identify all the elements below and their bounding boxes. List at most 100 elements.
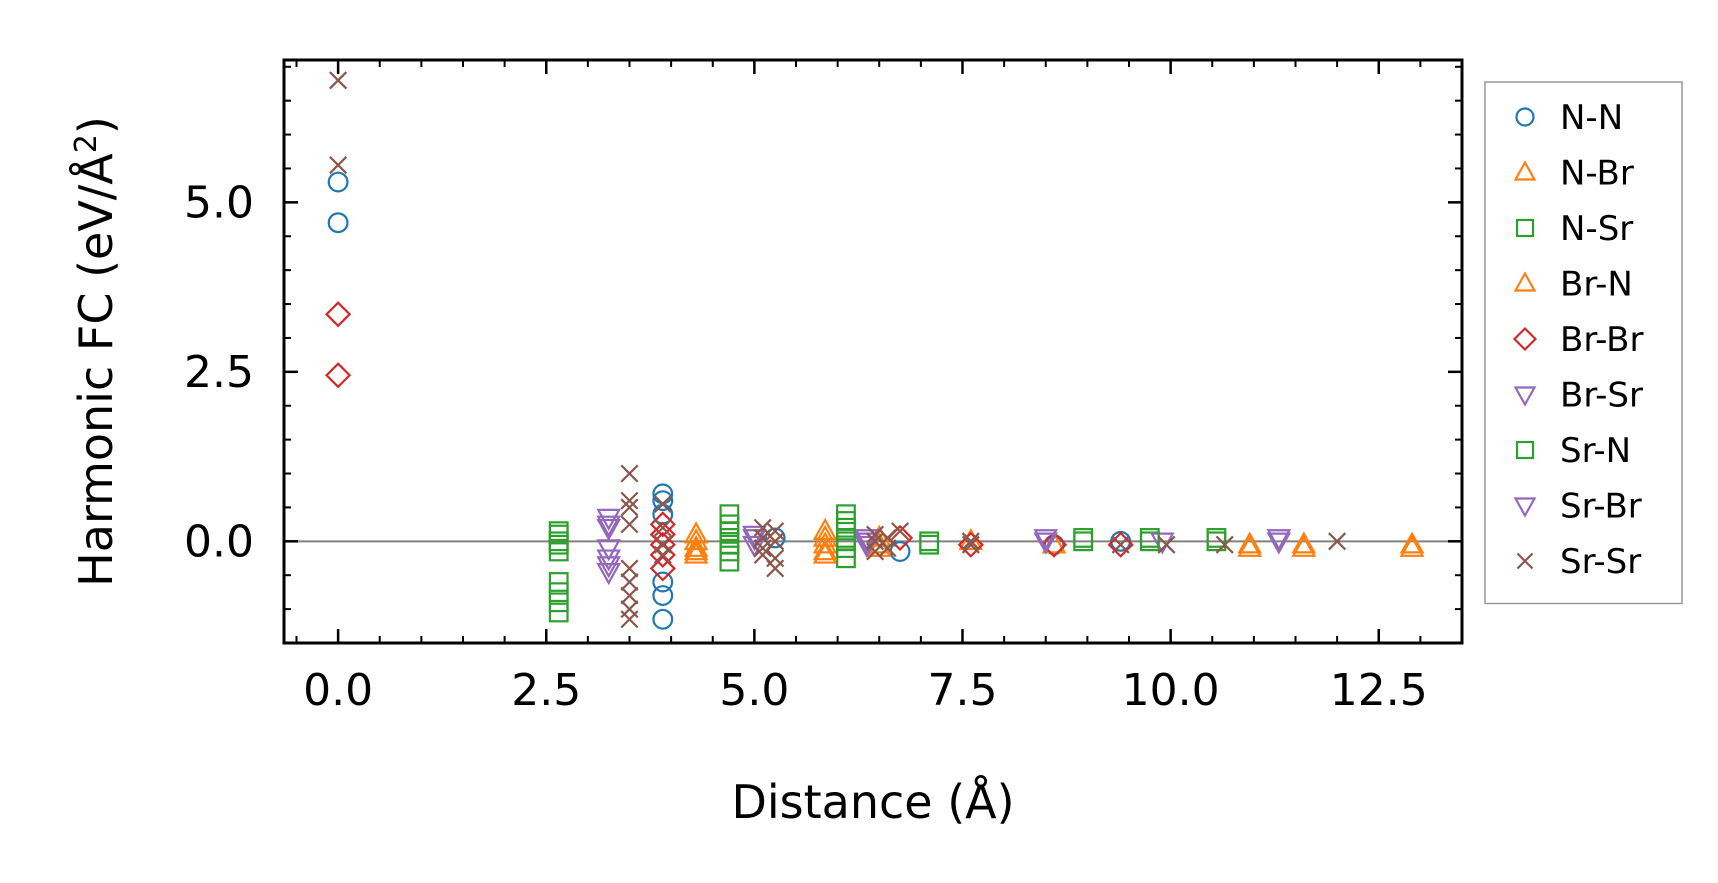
data-point [1111, 535, 1130, 554]
data-point [812, 531, 838, 554]
plot-frame [282, 58, 1464, 645]
data-point [1040, 531, 1068, 558]
data-point [719, 521, 740, 542]
data-point [653, 495, 672, 514]
legend-item: Br-Sr [1513, 376, 1643, 416]
data-point [653, 518, 672, 537]
data-point [919, 534, 940, 555]
legend-label: N-Sr [1560, 209, 1633, 249]
series-br-n [683, 524, 1425, 561]
axis-tick-labels: 0.0 2.5 5.0 7.5 10.0 12.5 0.0 2.5 5.0 [184, 177, 1428, 716]
data-point [620, 491, 639, 510]
data-point [1157, 535, 1176, 554]
x-tick-label: 2.5 [511, 665, 581, 716]
data-point [766, 532, 785, 551]
data-point [683, 541, 709, 564]
data-point [649, 555, 676, 582]
data-point [878, 539, 897, 558]
data-point [596, 549, 622, 572]
data-point [652, 608, 674, 630]
y-axis-title: Harmonic FC (eV/Å2) [69, 116, 123, 587]
data-point [329, 71, 348, 90]
data-point [1237, 534, 1263, 557]
legend-label: Br-N [1560, 265, 1633, 305]
y-axis-title-superscript: 2 [69, 134, 104, 153]
legend-item: Sr-N [1515, 431, 1631, 471]
data-point [961, 535, 980, 554]
data-point [327, 171, 349, 193]
data-point [653, 545, 672, 564]
legend-item: Br-N [1513, 265, 1633, 305]
data-point [596, 556, 622, 579]
data-point [683, 538, 709, 561]
legend-marker [1513, 386, 1537, 407]
data-point [812, 524, 838, 547]
data-point [764, 527, 786, 549]
legend-label: Br-Br [1560, 320, 1644, 360]
data-point [620, 610, 639, 629]
legend-marker [1513, 497, 1537, 518]
data-point [1291, 531, 1317, 554]
data-point [620, 515, 639, 534]
data-point [596, 518, 622, 542]
data-point [652, 571, 674, 593]
x-axis-title: Distance (Å) [731, 775, 1014, 829]
data-point [548, 524, 569, 545]
legend-item: Sr-Sr [1516, 542, 1641, 582]
data-point [957, 531, 984, 558]
data-point [620, 464, 639, 483]
data-marks [325, 71, 1425, 630]
legend-marker [1512, 326, 1538, 352]
legend-label: Br-Sr [1560, 376, 1643, 416]
data-point [1266, 529, 1292, 552]
legend-label: Sr-Br [1560, 487, 1642, 527]
legend-marker [1515, 107, 1535, 127]
data-point [683, 534, 709, 557]
data-point [1215, 535, 1234, 554]
y-tick-label: 5.0 [184, 177, 254, 228]
x-tick-label: 12.5 [1330, 665, 1428, 716]
data-point [1033, 529, 1059, 552]
data-point [812, 541, 838, 564]
legend-marker [1516, 552, 1534, 570]
data-point [329, 156, 348, 175]
legend-item: N-Sr [1515, 209, 1633, 249]
series-sr-n [548, 511, 1227, 555]
data-point [1107, 531, 1134, 558]
y-axis-title-close: ) [69, 116, 123, 134]
data-point [548, 582, 569, 603]
data-point [548, 534, 569, 555]
data-point [854, 535, 880, 558]
legend-label: Sr-N [1560, 431, 1631, 471]
axis-ticks [284, 60, 1463, 644]
data-point [683, 528, 709, 551]
data-point [1291, 534, 1317, 557]
data-point [620, 586, 639, 605]
x-tick-label: 5.0 [719, 665, 789, 716]
x-tick-label: 0.0 [303, 665, 373, 716]
data-point [753, 539, 772, 558]
data-point [1073, 528, 1094, 548]
data-point [652, 490, 674, 512]
data-point [1033, 532, 1059, 555]
data-point [766, 559, 785, 578]
legend-marker [1515, 218, 1535, 238]
data-point [1266, 532, 1292, 555]
x-tick-label: 10.0 [1122, 665, 1220, 716]
data-point [961, 532, 980, 551]
series-sr-sr [329, 71, 1347, 629]
legend-item: Br-Br [1512, 320, 1644, 360]
data-point [548, 602, 569, 623]
legend-label: Sr-Sr [1560, 542, 1641, 582]
legend-marker [1513, 160, 1537, 181]
data-point [1328, 532, 1347, 551]
data-point [596, 515, 622, 538]
data-point [1399, 534, 1425, 557]
data-point [1237, 531, 1263, 554]
data-point [620, 572, 639, 592]
legend-marker [1513, 271, 1537, 292]
x-tick-label: 7.5 [928, 665, 998, 716]
legend-item: N-N [1515, 98, 1623, 138]
legend-item: N-Br [1513, 154, 1634, 194]
